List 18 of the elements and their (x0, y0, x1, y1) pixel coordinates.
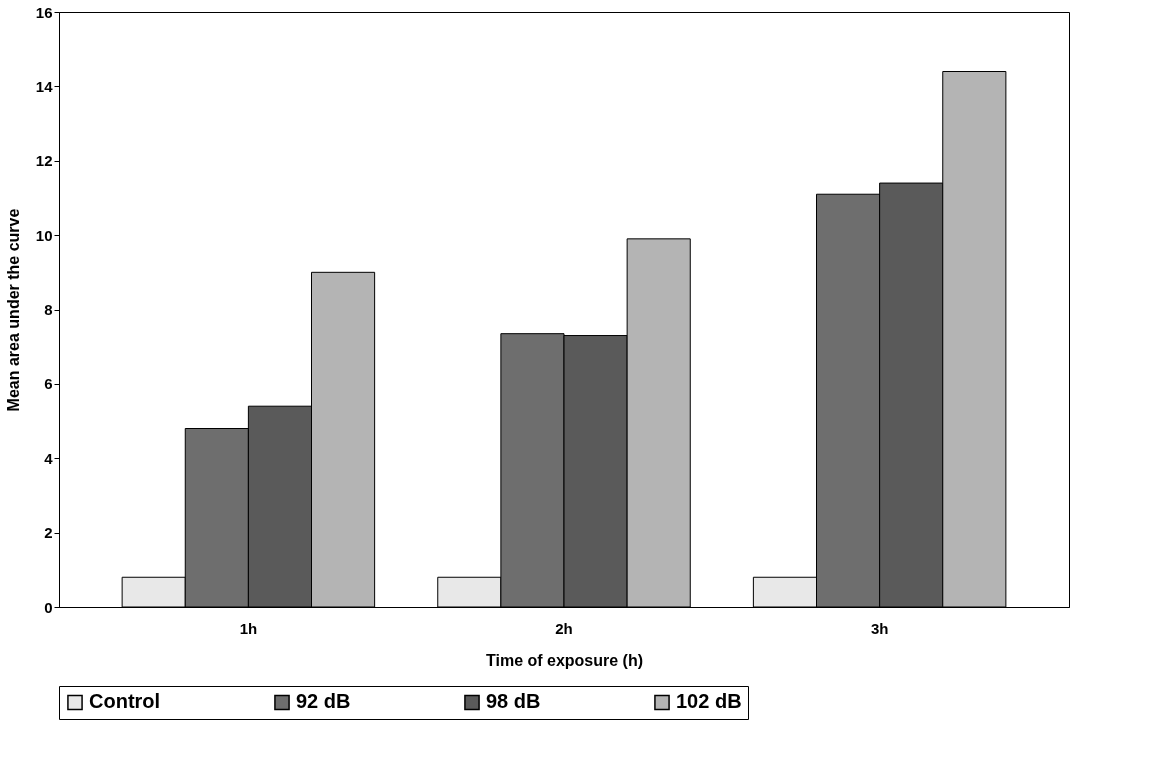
legend-label: 102 dB (676, 690, 742, 713)
y-tick-label: 12 (35, 152, 53, 170)
legend-label: 92 dB (296, 690, 351, 713)
y-tick-label: 8 (44, 301, 53, 318)
y-axis-title: Mean area under the curve (4, 208, 22, 412)
y-tick-label: 14 (35, 77, 54, 95)
x-axis-title: Time of exposure (h) (485, 651, 644, 669)
y-tick-label: 2 (44, 524, 53, 542)
legend-label: 98 dB (486, 690, 541, 713)
y-tick-label: 16 (35, 3, 53, 21)
y-tick-label: 4 (44, 449, 54, 467)
y-tick-label: 0 (44, 598, 53, 616)
x-tick-label: 2h (555, 619, 573, 637)
y-tick-label: 10 (35, 226, 53, 244)
legend-label: Control (89, 690, 161, 713)
y-tick-label: 6 (44, 375, 53, 393)
x-tick-label: 1h (239, 619, 258, 637)
x-tick-label: 3h (870, 619, 889, 637)
